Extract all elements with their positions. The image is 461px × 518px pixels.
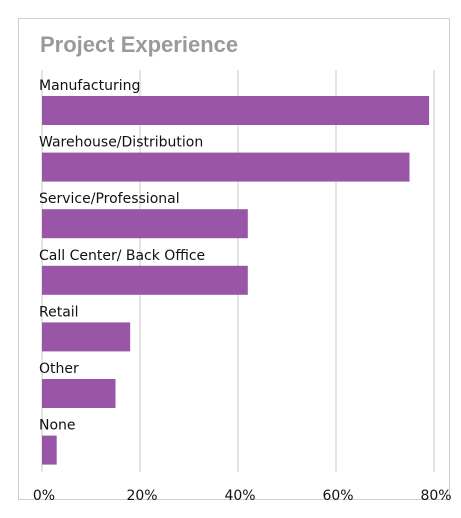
bar [42, 209, 248, 239]
category-label: Manufacturing [39, 78, 140, 94]
bar [42, 322, 131, 352]
frame [18, 18, 450, 500]
x-tick-label: 60% [322, 488, 353, 504]
chart-title: Project Experience [40, 32, 238, 57]
bar [42, 152, 410, 182]
category-label: Other [39, 361, 79, 377]
category-label: Warehouse/Distribution [39, 135, 203, 151]
bar [42, 379, 116, 408]
x-tick-label: 40% [224, 488, 255, 504]
category-label: Service/Professional [39, 191, 180, 207]
x-tick-label: 0% [33, 488, 55, 504]
category-label: Retail [39, 304, 79, 320]
x-tick-label: 80% [420, 488, 451, 504]
x-tick-label: 20% [126, 488, 157, 504]
bar [42, 435, 57, 465]
bar [42, 96, 430, 125]
category-label: Call Center/ Back Office [39, 248, 205, 264]
category-label: None [39, 418, 76, 434]
bar [42, 265, 248, 295]
